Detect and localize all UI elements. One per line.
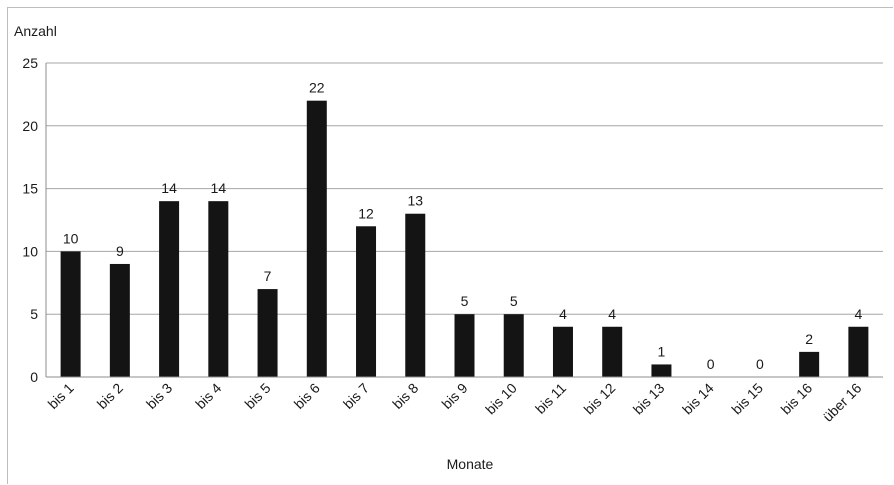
x-tick-labels: bis 1 bis 2 bis 3 bis 4 bis 5 bis 6 bis 7 bis 8…: [45, 380, 865, 425]
y-axis-title: Anzahl: [14, 23, 57, 39]
bar: [799, 351, 820, 377]
bar: [405, 213, 426, 377]
bar: [257, 289, 278, 377]
data-label: 2: [805, 331, 813, 347]
bar: [848, 326, 869, 377]
y-tick-label: 25: [22, 55, 38, 71]
data-label: 12: [358, 205, 374, 221]
x-axis-title: Monate: [447, 456, 494, 472]
x-tick-label: bis 14: [679, 380, 717, 418]
data-label: 10: [63, 230, 79, 246]
y-tick-labels: 0 5 10 15 20 25: [22, 55, 38, 385]
x-tick-label: bis 13: [630, 380, 668, 418]
bar: [503, 314, 524, 377]
x-tick-label: bis 15: [728, 380, 766, 418]
data-label: 13: [407, 193, 423, 209]
data-label: 14: [161, 180, 177, 196]
bar: [109, 263, 130, 377]
data-label: 0: [756, 356, 764, 372]
y-tick-label: 0: [30, 369, 38, 385]
bar: [208, 201, 229, 377]
bar: [356, 226, 377, 377]
x-tick-label: über 16: [820, 380, 865, 425]
y-tick-label: 15: [22, 181, 38, 197]
bar: [602, 326, 623, 377]
data-label: 14: [211, 180, 227, 196]
bars: [60, 100, 869, 378]
bar: [552, 326, 573, 377]
x-tick-label: bis 3: [143, 380, 175, 412]
x-tick-label: bis 11: [532, 380, 569, 417]
data-label: 9: [116, 243, 124, 259]
bar: [454, 314, 475, 377]
x-tick-label: bis 6: [291, 380, 323, 412]
data-label: 1: [658, 343, 666, 359]
data-label: 4: [608, 306, 616, 322]
x-tick-label: bis 1: [45, 380, 77, 412]
x-tick-label: bis 7: [340, 380, 372, 412]
data-label: 4: [559, 306, 567, 322]
data-label: 5: [461, 293, 469, 309]
data-label: 7: [264, 268, 272, 284]
x-tick-label: bis 12: [581, 380, 619, 418]
bar: [651, 364, 672, 377]
x-tick-label: bis 10: [482, 380, 520, 418]
bar: [159, 201, 180, 377]
chart-frame: [7, 7, 893, 484]
y-tick-label: 10: [22, 243, 38, 259]
x-tick-label: bis 9: [438, 380, 470, 412]
data-label: 4: [854, 306, 862, 322]
x-tick-label: bis 2: [94, 380, 126, 412]
data-label: 5: [510, 293, 518, 309]
bar: [60, 251, 81, 377]
y-tick-label: 5: [30, 306, 38, 322]
data-label: 0: [707, 356, 715, 372]
y-tick-label: 20: [22, 118, 38, 134]
bar: [306, 100, 327, 378]
data-label: 22: [309, 80, 325, 96]
x-tick-label: bis 4: [192, 380, 224, 412]
x-tick-label: bis 5: [241, 380, 273, 412]
x-tick-label: bis 8: [389, 380, 421, 412]
x-tick-label: bis 16: [778, 380, 816, 418]
